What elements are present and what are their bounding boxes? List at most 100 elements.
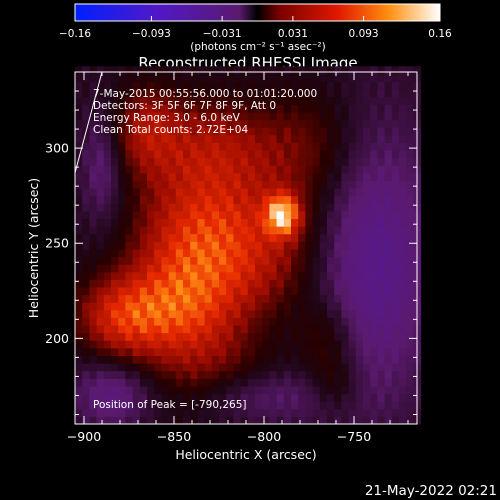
heatmap-cell bbox=[190, 271, 198, 280]
heatmap-cell bbox=[111, 104, 119, 113]
heatmap-cell bbox=[319, 271, 328, 280]
heatmap-cell bbox=[406, 332, 414, 341]
heatmap-cell bbox=[233, 347, 242, 357]
heatmap-cell bbox=[291, 73, 299, 83]
heatmap-cell bbox=[391, 96, 400, 105]
heatmap-cell bbox=[384, 401, 393, 410]
heatmap-cell bbox=[82, 172, 90, 181]
heatmap-cell bbox=[233, 325, 242, 334]
heatmap-cell bbox=[363, 355, 371, 364]
heatmap-cell bbox=[312, 188, 321, 197]
heatmap-cell bbox=[355, 355, 364, 364]
heatmap-cell bbox=[377, 309, 386, 318]
heatmap-cell bbox=[204, 172, 213, 181]
heatmap-cell bbox=[75, 370, 83, 379]
heatmap-cell bbox=[240, 385, 249, 395]
heatmap-cell bbox=[312, 66, 321, 75]
heatmap-cell bbox=[226, 325, 234, 334]
heatmap-cell bbox=[334, 408, 342, 417]
heatmap-cell bbox=[298, 142, 306, 151]
heatmap-cell bbox=[154, 256, 162, 265]
heatmap-cell bbox=[96, 271, 105, 280]
heatmap-cell bbox=[147, 317, 155, 326]
heatmap-cell bbox=[370, 66, 378, 75]
heatmap-cell bbox=[341, 218, 350, 227]
heatmap-cell bbox=[89, 325, 98, 334]
heatmap-cell bbox=[298, 325, 306, 334]
heatmap-cell bbox=[147, 81, 155, 90]
heatmap-cell bbox=[161, 66, 170, 75]
heatmap-cell bbox=[183, 73, 191, 83]
heatmap-cell bbox=[247, 317, 256, 326]
heatmap-cell bbox=[132, 172, 141, 181]
heatmap-cell bbox=[370, 134, 378, 143]
heatmap-cell bbox=[147, 302, 155, 311]
heatmap-cell bbox=[175, 203, 184, 212]
heatmap-cell bbox=[132, 96, 141, 105]
heatmap-cell bbox=[219, 188, 227, 197]
heatmap-cell bbox=[211, 294, 220, 303]
heatmap-cell bbox=[233, 150, 242, 159]
heatmap-cell bbox=[363, 157, 371, 166]
heatmap-cell bbox=[312, 142, 321, 151]
heatmap-cell bbox=[103, 294, 112, 303]
heatmap-cell bbox=[377, 195, 386, 204]
heatmap-cell bbox=[103, 317, 112, 326]
heatmap-cell bbox=[262, 89, 270, 98]
heatmap-cell bbox=[240, 104, 249, 113]
heatmap-cell bbox=[355, 378, 364, 387]
heatmap-cell bbox=[406, 195, 414, 204]
heatmap-cell bbox=[255, 279, 263, 288]
heatmap-cell bbox=[190, 104, 198, 113]
heatmap-cell bbox=[363, 150, 371, 159]
heatmap-cell bbox=[219, 195, 227, 204]
heatmap-cell bbox=[391, 233, 400, 242]
heatmap-cell bbox=[111, 81, 119, 90]
heatmap-cell bbox=[175, 385, 184, 395]
heatmap-cell bbox=[341, 347, 350, 357]
heatmap-cell bbox=[327, 378, 335, 387]
heatmap-cell bbox=[183, 401, 191, 410]
heatmap-cell bbox=[183, 111, 191, 121]
heatmap-cell bbox=[147, 165, 155, 174]
heatmap-cell bbox=[319, 393, 328, 402]
heatmap-cell bbox=[82, 401, 90, 410]
heatmap-cell bbox=[183, 363, 191, 372]
heatmap-cell bbox=[327, 73, 335, 83]
heatmap-cell bbox=[327, 119, 335, 128]
heatmap-cell bbox=[175, 378, 184, 387]
heatmap-cell bbox=[391, 119, 400, 128]
heatmap-cell bbox=[391, 385, 400, 395]
heatmap-cell bbox=[377, 340, 386, 349]
heatmap-cell bbox=[384, 309, 393, 318]
heatmap-cell bbox=[312, 127, 321, 136]
heatmap-cell bbox=[118, 347, 126, 357]
heatmap-cell bbox=[247, 408, 256, 417]
heatmap-cell bbox=[226, 271, 234, 280]
heatmap-cell bbox=[168, 127, 177, 136]
heatmap-cell bbox=[75, 89, 83, 98]
heatmap-cell bbox=[406, 408, 414, 417]
heatmap-cell bbox=[312, 150, 321, 159]
heatmap-cell bbox=[355, 408, 364, 417]
heatmap-cell bbox=[226, 279, 234, 288]
heatmap-cell bbox=[175, 142, 184, 151]
heatmap-cell bbox=[233, 264, 242, 273]
heatmap-cell bbox=[269, 332, 278, 341]
heatmap-cell bbox=[255, 264, 263, 273]
heatmap-cell bbox=[125, 111, 134, 121]
heatmap-cell bbox=[197, 385, 206, 395]
heatmap-cell bbox=[355, 195, 364, 204]
y-tick-label: 200 bbox=[45, 331, 69, 346]
heatmap-cell bbox=[327, 416, 335, 425]
heatmap-cell bbox=[355, 340, 364, 349]
heatmap-cell bbox=[319, 111, 328, 121]
heatmap-cell bbox=[175, 355, 184, 364]
heatmap-cell bbox=[399, 119, 407, 128]
heatmap-cell bbox=[334, 393, 342, 402]
heatmap-cell bbox=[147, 332, 155, 341]
heatmap-cell bbox=[219, 393, 227, 402]
heatmap-cell bbox=[334, 165, 342, 174]
heatmap-cell bbox=[96, 188, 105, 197]
heatmap-cell bbox=[204, 393, 213, 402]
